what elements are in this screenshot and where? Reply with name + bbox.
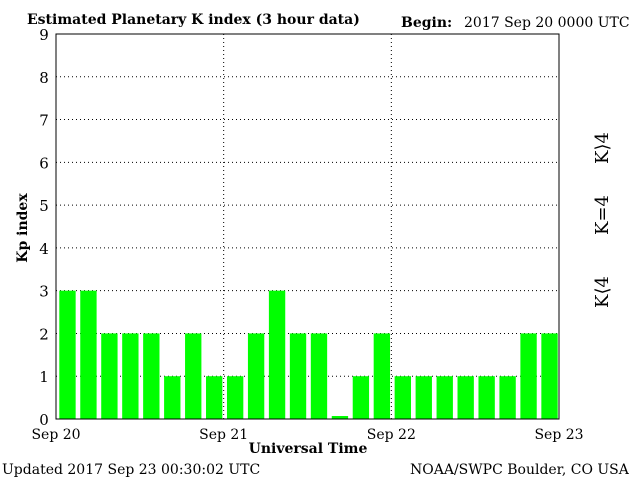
bar-15 [373,333,391,419]
y-axis-label: Kp index [15,193,31,263]
y-tick-label-1: 1 [39,368,49,386]
bar-9 [247,333,265,419]
y-tick-label-9: 9 [39,26,49,44]
updated-timestamp: Updated 2017 Sep 23 00:30:02 UTC [2,462,260,478]
y-tick-label-6: 6 [39,154,49,172]
y-tick-label-4: 4 [39,240,49,258]
bar-17 [415,376,432,419]
bar-14 [352,376,370,419]
x-axis-label: Universal Time [249,441,368,457]
bar-5 [164,376,181,419]
bar-10 [268,290,286,419]
bar-19 [457,376,474,419]
y-tick-labels: 0 1 2 3 4 5 6 7 8 9 [39,26,49,429]
y-tick-label-2: 2 [39,325,49,343]
y-tick-label-3: 3 [39,283,49,301]
bar-23 [541,333,558,419]
plot-frame [55,33,560,420]
bar-16 [394,376,411,419]
y-tick-label-5: 5 [39,197,49,215]
bar-3 [122,333,139,419]
bar-20 [478,376,495,419]
legend-below: K⟨4 [592,276,613,308]
bar-21 [499,376,516,419]
bar-7 [206,376,223,419]
y-tick-label-8: 8 [39,69,49,87]
bar-2 [101,333,118,419]
bar-12 [310,333,328,419]
x-tick-label-3: Sep 23 [534,427,583,443]
x-tick-label-2: Sep 22 [367,427,416,443]
bars [59,290,558,419]
legend-above: K⟩4 [592,132,613,164]
bar-8 [226,376,244,419]
x-tick-labels: Sep 20 Sep 21 Sep 22 Sep 23 [31,427,583,443]
bar-18 [436,376,453,419]
bar-6 [185,333,202,419]
chart-title: Estimated Planetary K index (3 hour data… [27,12,360,28]
legend-equal: K=4 [592,195,613,235]
grid-lines [56,34,559,419]
y-tick-label-7: 7 [39,112,49,130]
source-credit: NOAA/SWPC Boulder, CO USA [410,462,630,478]
x-tick-label-1: Sep 21 [199,427,248,443]
begin-value: 2017 Sep 20 0000 UTC [464,15,630,31]
bar-0 [59,290,76,419]
begin-label: Begin: [401,15,452,31]
bar-11 [289,333,307,419]
bar-1 [80,290,97,419]
x-tick-label-0: Sep 20 [31,427,80,443]
bar-4 [143,333,160,419]
bar-22 [520,333,537,419]
bar-13 [331,416,349,419]
y-tick-label-0: 0 [39,411,49,429]
